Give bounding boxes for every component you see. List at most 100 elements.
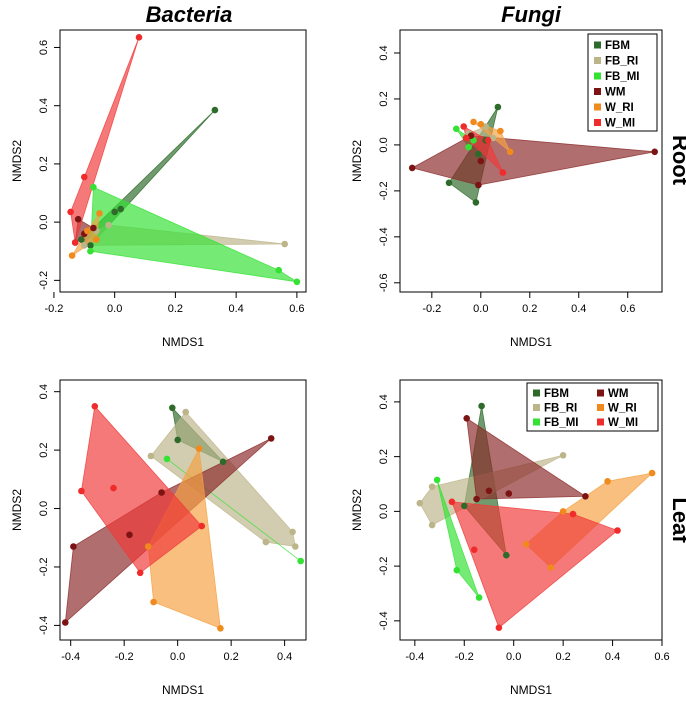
legend-label: FB_MI <box>605 71 640 83</box>
y-tick-label: -0.6 <box>378 273 390 292</box>
plot-frame <box>59 29 307 293</box>
point-fb-mi <box>465 143 472 151</box>
row-title-leaf: Leaf <box>668 497 686 543</box>
point-fbm <box>111 208 118 216</box>
y-axis-label: NMDS2 <box>350 140 364 182</box>
y-tick-label: 0.2 <box>38 442 50 457</box>
point-fb-mi <box>475 594 483 601</box>
point-fb-ri <box>262 538 270 546</box>
point-fbm <box>478 402 485 410</box>
legend-box <box>526 382 659 432</box>
point-w-ri <box>144 543 152 550</box>
point-wm <box>126 531 133 539</box>
legend-label: FB_RI <box>605 56 638 68</box>
panel-fungi-root: -0.2 0.0 0.2 0.4 0.6 -0.6 -0.4 -0.2 0.0 0.2 0.4 NMD… <box>350 29 663 349</box>
point-w-mi <box>110 484 117 492</box>
point-w-ri <box>217 625 224 632</box>
point-w-mi <box>460 123 468 130</box>
legend-swatch <box>597 389 604 397</box>
point-w-mi <box>499 169 507 176</box>
x-tick-label: 0.0 <box>506 651 521 663</box>
point-fb-mi <box>297 557 305 565</box>
x-tick-label: -0.2 <box>115 651 134 663</box>
legend-label: W_RI <box>608 403 637 415</box>
point-w-ri <box>522 540 530 548</box>
y-tick-label: 0.2 <box>378 449 390 464</box>
hull-wm <box>411 135 655 186</box>
point-w-mi <box>78 487 85 495</box>
legend-swatch <box>597 418 604 426</box>
y-tick-label: 0.4 <box>38 384 50 399</box>
legend-swatch <box>594 103 601 111</box>
point-w-ri <box>648 469 656 477</box>
y-tick-label: -0.4 <box>38 616 50 635</box>
data-layer <box>416 402 656 631</box>
y-axis-label: NMDS2 <box>10 140 24 182</box>
point-fbm <box>211 106 219 114</box>
data-layer <box>67 34 301 286</box>
point-fbm <box>174 436 181 444</box>
legend-label: WM <box>605 87 625 99</box>
point-fb-mi <box>293 278 301 286</box>
legend-swatch <box>594 57 601 64</box>
y-tick-label: -0.2 <box>378 181 390 200</box>
x-tick-label: 0.4 <box>571 303 586 315</box>
legend-swatch <box>597 404 604 411</box>
point-wm <box>90 224 97 232</box>
x-tick-label: 0.2 <box>223 651 238 663</box>
point-fb-mi <box>87 247 94 255</box>
x-tick-label: 0.0 <box>170 651 185 663</box>
legend-label: FB_MI <box>544 417 579 429</box>
legend-swatch <box>594 88 601 95</box>
point-w-mi <box>470 546 478 553</box>
point-wm <box>582 493 589 500</box>
y-tick-label: -0.2 <box>38 271 50 290</box>
legend-label: W_MI <box>608 417 638 429</box>
point-w-mi <box>495 624 503 631</box>
point-fb-ri <box>292 543 299 550</box>
point-fbm <box>445 179 453 187</box>
point-fb-ri <box>482 123 490 130</box>
point-fb-ri <box>289 528 296 536</box>
legend: FBM FB_RI FB_MI WM W_RI W_MI <box>587 33 658 132</box>
point-w-mi <box>569 510 577 518</box>
plot-frame <box>399 29 663 293</box>
legend-swatch <box>533 418 540 426</box>
x-tick-label: -0.2 <box>422 303 441 315</box>
point-wm <box>158 489 165 496</box>
x-tick-label: 0.6 <box>289 303 304 315</box>
y-tick-label: -0.2 <box>38 557 50 576</box>
point-fb-mi <box>453 566 461 574</box>
column-title-bacteria: Bacteria <box>146 2 233 27</box>
y-tick-label: 0.2 <box>38 156 50 171</box>
point-fb-ri <box>559 452 567 459</box>
point-wm <box>74 215 82 223</box>
y-tick-label: -0.4 <box>378 611 390 630</box>
point-wm <box>651 148 658 156</box>
legend-box <box>587 33 658 132</box>
panel-fungi-leaf: -0.4 -0.2 0.0 0.2 0.4 0.6 -0.4 -0.2 0.0 0.2 0.4 NMD… <box>350 379 670 697</box>
point-fb-mi <box>433 476 441 484</box>
point-w-ri <box>559 508 567 515</box>
point-w-mi <box>136 569 144 577</box>
point-w-ri <box>96 210 103 217</box>
point-w-ri <box>604 478 611 485</box>
point-fb-ri <box>281 240 289 248</box>
x-axis-label: NMDS1 <box>510 335 552 349</box>
hull-fb-mi <box>89 186 298 283</box>
x-tick-label: 0.0 <box>473 303 488 315</box>
legend-label: FB_RI <box>544 403 577 415</box>
point-w-ri <box>195 445 203 453</box>
point-w-mi <box>462 134 470 142</box>
row-title-root: Root <box>668 135 686 186</box>
panels: -0.2 0.0 0.2 0.4 0.6 -0.2 0.0 0.2 0.4 0.6 NMDS1 NMD… <box>10 29 670 697</box>
point-fbm <box>78 236 85 243</box>
point-fbm <box>169 404 176 412</box>
x-tick-label: -0.2 <box>455 651 474 663</box>
y-tick-label: 0.0 <box>378 137 390 152</box>
x-axis-label: NMDS1 <box>162 683 204 697</box>
point-fb-ri <box>182 408 189 416</box>
point-fbm <box>117 205 124 213</box>
x-tick-label: 0.4 <box>228 303 243 315</box>
